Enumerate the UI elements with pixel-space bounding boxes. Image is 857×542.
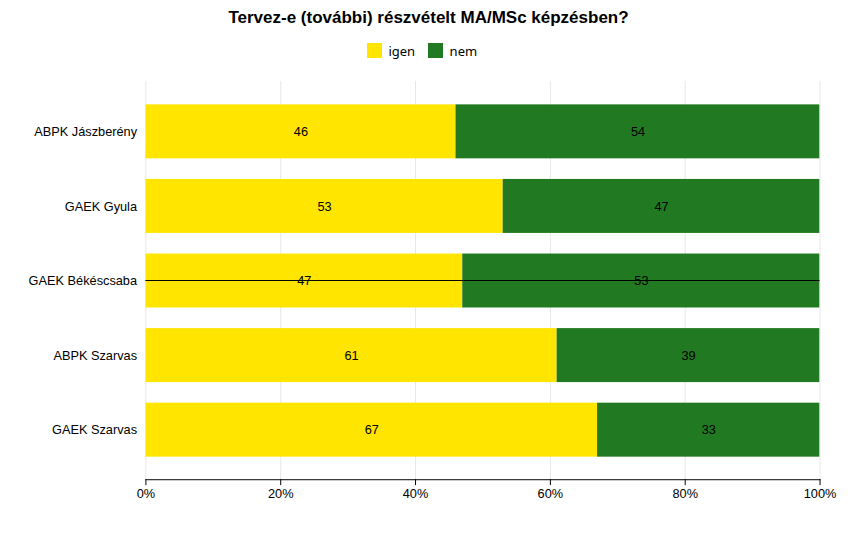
svg-text:ABPK Jászberény: ABPK Jászberény	[34, 124, 137, 139]
html-text:Tervez-e (további) részvételt: Tervez-e (további) részvételt MA/MSc kép…	[228, 8, 629, 27]
svg-text:0%: 0%	[137, 486, 155, 501]
svg-text:GAEK Szarvas: GAEK Szarvas	[52, 422, 137, 437]
svg-text:47: 47	[297, 273, 312, 289]
svg-text:ABPK Szarvas: ABPK Szarvas	[53, 348, 137, 363]
svg-text:47: 47	[655, 199, 669, 214]
svg-text:GAEK Gyula: GAEK Gyula	[65, 199, 138, 214]
svg-text:53: 53	[317, 199, 331, 214]
svg-text:33: 33	[702, 422, 716, 437]
svg-text:61: 61	[344, 348, 358, 363]
svg-text:GAEK Békéscsaba: GAEK Békéscsaba	[29, 273, 138, 288]
svg-text:60%: 60%	[538, 486, 564, 501]
svg-text:67: 67	[365, 422, 379, 437]
svg-text:54: 54	[631, 124, 645, 139]
html-text:nem: nem	[449, 41, 478, 60]
svg-text:39: 39	[681, 348, 695, 363]
svg-text:40%: 40%	[403, 486, 429, 501]
svg-text:53: 53	[634, 273, 649, 289]
svg-text:100%: 100%	[804, 486, 837, 501]
svg-text:20%: 20%	[268, 486, 294, 501]
html-text:igen: igen	[388, 41, 416, 60]
svg-text:46: 46	[294, 124, 308, 139]
svg-text:80%: 80%	[672, 486, 698, 501]
